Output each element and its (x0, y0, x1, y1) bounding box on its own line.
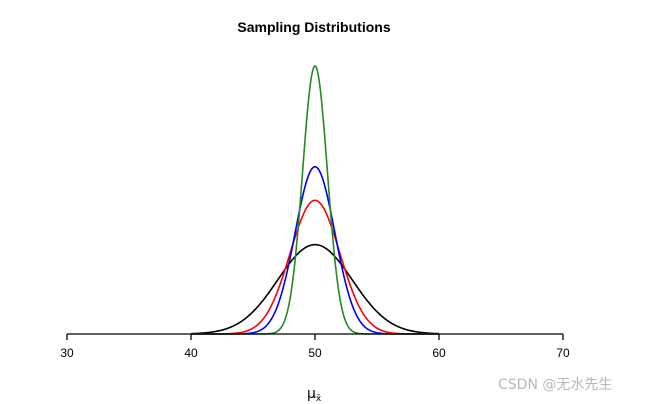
watermark-text: CSDN @无水先生 (498, 377, 612, 393)
x-tick-label-60: 60 (432, 346, 446, 360)
x-axis-label-subscript: x̄ (316, 394, 322, 404)
series-line-blue (191, 165, 439, 335)
x-tick-label-50: 50 (308, 346, 322, 360)
x-axis-label: μx̄ (307, 386, 322, 404)
chart-title: Sampling Distributions (237, 19, 390, 35)
x-tick-label-30: 30 (60, 346, 74, 360)
x-axis-ticks: 30 40 50 60 70 (60, 334, 570, 360)
x-tick-label-70: 70 (556, 346, 570, 360)
series-line-red (191, 199, 439, 335)
series-line-black (190, 243, 440, 335)
x-tick-label-40: 40 (184, 346, 198, 360)
x-axis-label-symbol: μ (307, 386, 316, 402)
series-curves (190, 65, 440, 335)
